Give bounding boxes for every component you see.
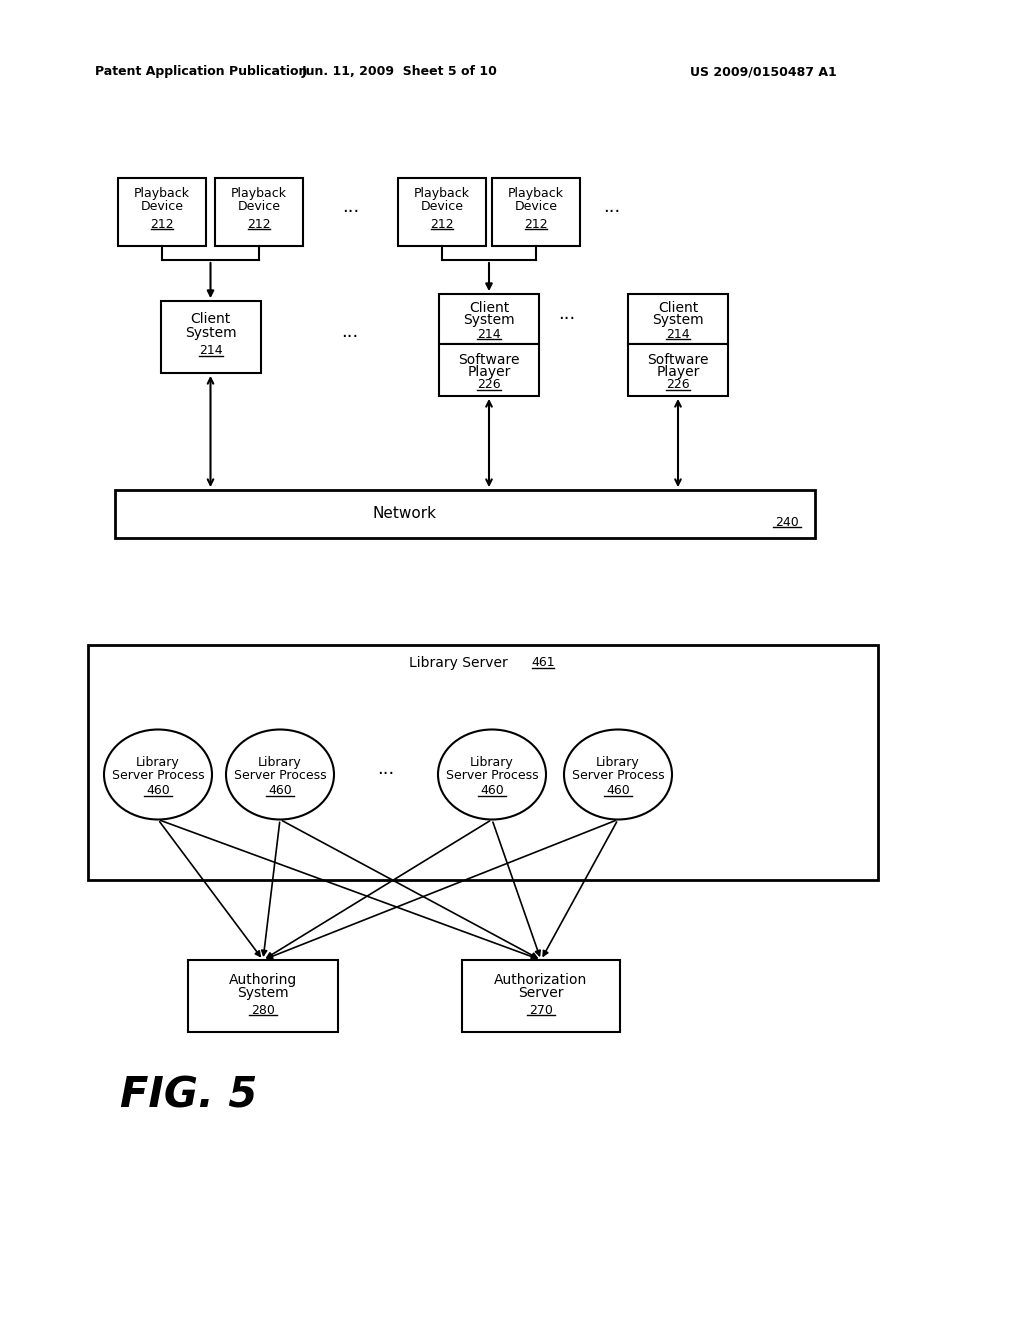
Text: Authoring: Authoring — [229, 973, 297, 987]
Ellipse shape — [104, 730, 212, 820]
Text: 226: 226 — [667, 379, 690, 392]
Text: Playback: Playback — [134, 187, 190, 201]
Text: ···: ··· — [603, 203, 621, 220]
Text: Library: Library — [136, 756, 180, 770]
Text: Software: Software — [647, 352, 709, 367]
Text: 280: 280 — [251, 1003, 274, 1016]
Text: Player: Player — [467, 366, 511, 379]
Text: 460: 460 — [268, 784, 292, 797]
Text: Device: Device — [140, 201, 183, 214]
Text: System: System — [652, 313, 703, 327]
Text: Jun. 11, 2009  Sheet 5 of 10: Jun. 11, 2009 Sheet 5 of 10 — [302, 66, 498, 78]
Text: Playback: Playback — [508, 187, 564, 201]
Text: Network: Network — [373, 507, 437, 521]
Text: Playback: Playback — [231, 187, 287, 201]
FancyBboxPatch shape — [188, 960, 338, 1032]
Text: 212: 212 — [151, 218, 174, 231]
Text: 460: 460 — [606, 784, 630, 797]
FancyBboxPatch shape — [439, 294, 539, 345]
Text: Server Process: Server Process — [233, 770, 327, 781]
Text: US 2009/0150487 A1: US 2009/0150487 A1 — [690, 66, 837, 78]
FancyBboxPatch shape — [462, 960, 620, 1032]
Text: Software: Software — [459, 352, 520, 367]
Text: Server Process: Server Process — [112, 770, 205, 781]
Text: 212: 212 — [247, 218, 270, 231]
Text: Client: Client — [190, 312, 230, 326]
Text: 460: 460 — [480, 784, 504, 797]
Text: 214: 214 — [477, 327, 501, 341]
Text: 212: 212 — [430, 218, 454, 231]
Text: Library Server: Library Server — [409, 656, 507, 671]
Text: FIG. 5: FIG. 5 — [120, 1074, 257, 1115]
Text: Library: Library — [258, 756, 302, 770]
Text: Device: Device — [421, 201, 464, 214]
Text: ···: ··· — [341, 327, 358, 346]
Text: System: System — [184, 326, 237, 341]
Text: 240: 240 — [775, 516, 799, 528]
FancyBboxPatch shape — [439, 345, 539, 396]
Text: 214: 214 — [667, 327, 690, 341]
Text: Client: Client — [657, 301, 698, 315]
FancyBboxPatch shape — [628, 345, 728, 396]
FancyBboxPatch shape — [215, 178, 303, 246]
Ellipse shape — [564, 730, 672, 820]
Ellipse shape — [226, 730, 334, 820]
Text: ···: ··· — [378, 766, 394, 784]
FancyBboxPatch shape — [161, 301, 260, 374]
Text: Device: Device — [238, 201, 281, 214]
Text: Library: Library — [596, 756, 640, 770]
Text: Device: Device — [514, 201, 557, 214]
FancyBboxPatch shape — [398, 178, 486, 246]
Text: Patent Application Publication: Patent Application Publication — [95, 66, 307, 78]
Text: 460: 460 — [146, 784, 170, 797]
FancyBboxPatch shape — [118, 178, 206, 246]
Text: System: System — [463, 313, 515, 327]
FancyBboxPatch shape — [492, 178, 580, 246]
Text: Server Process: Server Process — [445, 770, 539, 781]
Text: ···: ··· — [342, 203, 359, 220]
Text: 270: 270 — [529, 1003, 553, 1016]
Text: System: System — [238, 986, 289, 1001]
Text: Server Process: Server Process — [571, 770, 665, 781]
Ellipse shape — [438, 730, 546, 820]
Text: Player: Player — [656, 366, 699, 379]
FancyBboxPatch shape — [115, 490, 815, 539]
Text: 461: 461 — [531, 656, 555, 669]
Text: 212: 212 — [524, 218, 548, 231]
Text: Playback: Playback — [414, 187, 470, 201]
Text: ···: ··· — [558, 310, 575, 327]
FancyBboxPatch shape — [88, 645, 878, 880]
Text: Authorization: Authorization — [495, 973, 588, 987]
Text: 214: 214 — [199, 345, 222, 358]
Text: 226: 226 — [477, 379, 501, 392]
FancyBboxPatch shape — [628, 294, 728, 345]
Text: Server: Server — [518, 986, 564, 1001]
Text: Library: Library — [470, 756, 514, 770]
Text: Client: Client — [469, 301, 509, 315]
